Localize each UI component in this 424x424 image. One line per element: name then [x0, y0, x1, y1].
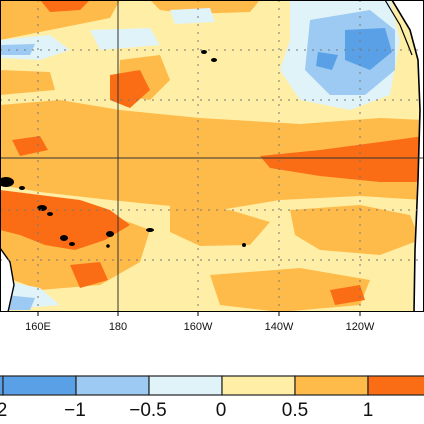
lon-label: 160W [184, 321, 213, 333]
graticule-dotted [0, 0, 424, 312]
colorbar-box [148, 375, 223, 396]
colorbar-labels: 2 −1 −0.5 0 0.5 1 [0, 400, 373, 421]
colorbar-label: 1 [363, 400, 374, 421]
lon-label: 120W [346, 321, 375, 333]
lon-label: 140W [265, 321, 294, 333]
colorbar [0, 375, 424, 396]
pacific-islands [0, 50, 246, 248]
lon-tick-marks [37, 312, 361, 316]
warm-strong-anomaly-regions [0, 0, 424, 305]
colorbar-box [75, 375, 150, 396]
cool-strong-anomaly-regions [316, 28, 392, 70]
coastline-inner [384, 0, 413, 56]
colorbar-label: −0.5 [129, 400, 167, 421]
lon-axis-labels: 160E 180 160W 140W 120W [25, 321, 375, 333]
colorbar-box [367, 375, 424, 396]
colorbar-label: −1 [64, 400, 86, 421]
colorbar-box [294, 375, 369, 396]
graticule-solid [0, 0, 424, 312]
lon-label: 180 [109, 321, 127, 333]
colorbar-box [221, 375, 296, 396]
colorbar-label: 0.5 [282, 400, 308, 421]
colorbar-label: 0 [216, 400, 227, 421]
colorbar-label: 2 [0, 400, 7, 421]
land-mass-americas [391, 0, 424, 312]
lon-label: 160E [25, 321, 51, 333]
map-plot-area [0, 0, 424, 312]
colorbar-box [2, 375, 77, 396]
